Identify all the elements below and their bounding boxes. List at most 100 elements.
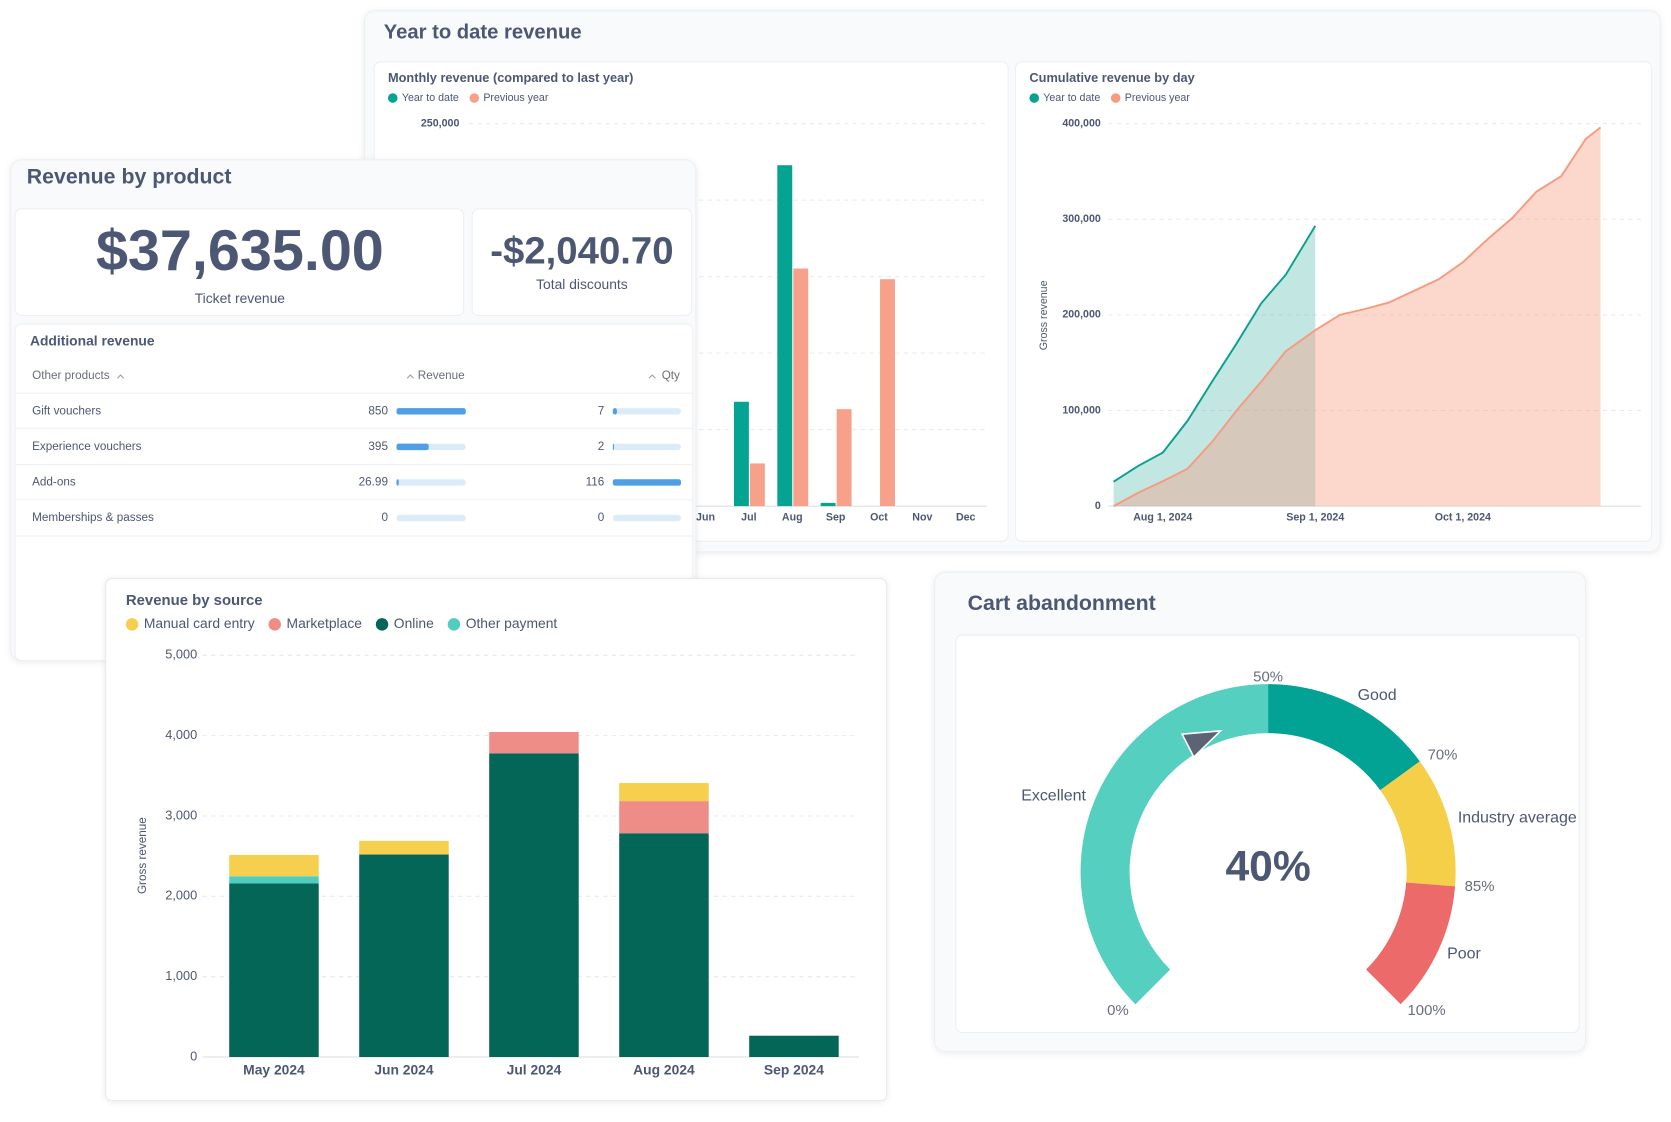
bar xyxy=(820,502,836,507)
x-tick-label: May 2024 xyxy=(243,1062,305,1078)
gauge-value: 40% xyxy=(1225,843,1310,891)
legend-swatch xyxy=(125,618,139,631)
card xyxy=(471,208,693,316)
legend-label: Year to date xyxy=(402,92,459,104)
range-label: Good xyxy=(1358,687,1397,704)
bar-track xyxy=(396,514,466,522)
range-label: Industry average xyxy=(1458,809,1577,826)
bar xyxy=(612,408,617,415)
bar-track xyxy=(612,514,681,522)
revenue-by-product-section: Revenue by product $37,635.00 Ticket rev… xyxy=(10,159,697,662)
y-tick-label: 400,000 xyxy=(1062,117,1101,129)
area xyxy=(1113,127,1601,507)
legend-swatch xyxy=(447,618,461,631)
x-tick-label: Aug 1, 2024 xyxy=(1133,512,1192,524)
legend-swatch xyxy=(375,618,389,631)
bar-segment xyxy=(749,1035,839,1058)
bar-track xyxy=(612,443,681,451)
bar xyxy=(396,479,399,486)
y-tick-label: 4,000 xyxy=(165,727,197,742)
y-tick-label: 1,000 xyxy=(165,968,197,983)
x-tick-label: Jul 2024 xyxy=(507,1062,562,1078)
chart-title: Revenue by source xyxy=(126,593,263,609)
legend-label: Online xyxy=(394,615,434,631)
bar-segment xyxy=(359,840,449,855)
legend-label: Previous year xyxy=(483,92,549,104)
row-label: Gift vouchers xyxy=(32,404,101,417)
card xyxy=(14,208,465,316)
gauge-tick-label: 0% xyxy=(1107,1003,1129,1019)
cell-value: 395 xyxy=(368,440,388,453)
cell-value: 850 xyxy=(368,404,388,417)
kpi-value: -$2,040.70 xyxy=(490,230,673,273)
cart-abandonment-section: Cart abandonment Excellent Good Industry a… xyxy=(934,571,1587,1053)
bar-segment xyxy=(229,854,319,877)
y-tick-label: 0 xyxy=(190,1048,197,1063)
legend-label: Manual card entry xyxy=(144,615,255,631)
x-tick-label: Dec xyxy=(956,512,976,524)
card xyxy=(1015,61,1653,542)
bar-segment xyxy=(489,753,579,1058)
bar xyxy=(749,463,765,507)
section-title: Revenue by product xyxy=(27,165,232,189)
bar-segment xyxy=(619,833,709,1058)
chart-title: Monthly revenue (compared to last year) xyxy=(388,70,633,85)
x-tick-label: Aug xyxy=(782,512,803,524)
bar xyxy=(777,165,793,507)
gauge-segment xyxy=(1380,761,1456,887)
bar-segment xyxy=(619,783,709,802)
gauge-tick-label: 50% xyxy=(1253,670,1283,686)
column-header[interactable]: Qty xyxy=(662,369,680,382)
gauge-segment xyxy=(1366,882,1456,1005)
bar xyxy=(612,443,614,451)
y-tick-label: 3,000 xyxy=(165,807,197,822)
x-tick-label: Sep 2024 xyxy=(764,1062,824,1078)
x-tick-label: Sep xyxy=(826,512,846,524)
bar xyxy=(793,268,809,507)
y-tick-label: 300,000 xyxy=(1062,213,1101,225)
legend-swatch xyxy=(387,93,398,103)
legend-label: Year to date xyxy=(1043,92,1100,104)
column-header[interactable]: Revenue xyxy=(418,369,465,382)
y-axis-label: Gross revenue xyxy=(1038,280,1050,350)
x-tick-label: Oct 1, 2024 xyxy=(1435,512,1491,524)
gauge-tick-label: 100% xyxy=(1407,1003,1445,1019)
bar-segment xyxy=(489,732,579,754)
range-label: Poor xyxy=(1447,945,1481,962)
section-title: Year to date revenue xyxy=(384,21,582,43)
y-tick-label: 100,000 xyxy=(1062,404,1101,416)
cell-value: 2 xyxy=(598,440,605,453)
cell-value: 0 xyxy=(381,511,388,524)
y-tick-label: 0 xyxy=(1095,500,1101,512)
gauge-tick-label: 70% xyxy=(1428,748,1458,764)
gauge-pointer xyxy=(1180,729,1223,759)
kpi-label: Ticket revenue xyxy=(195,290,286,306)
x-tick-label: Aug 2024 xyxy=(633,1062,695,1078)
line xyxy=(1113,126,1602,507)
bar xyxy=(396,443,429,451)
kpi-label: Total discounts xyxy=(536,276,628,292)
bar-segment xyxy=(229,883,319,1058)
legend-swatch xyxy=(268,618,281,631)
bar xyxy=(612,479,681,486)
legend-label: Other payment xyxy=(466,615,558,631)
gauge-tick-label: 85% xyxy=(1465,879,1495,895)
cell-value: 116 xyxy=(586,476,605,489)
line xyxy=(1113,225,1317,483)
legend-label: Marketplace xyxy=(287,615,363,631)
legend-swatch xyxy=(1029,93,1040,103)
x-tick-label: Nov xyxy=(912,512,932,524)
kpi-value: $37,635.00 xyxy=(96,219,384,283)
y-tick-label: 5,000 xyxy=(165,647,197,662)
cell-value: 26.99 xyxy=(359,476,388,489)
bar-track xyxy=(612,408,681,415)
x-tick-label: Jun xyxy=(696,512,715,524)
x-tick-label: Oct xyxy=(870,512,888,524)
sort-icon[interactable] xyxy=(116,374,656,379)
chart-title: Cumulative revenue by day xyxy=(1029,70,1195,85)
cell-value: 7 xyxy=(598,404,605,417)
chart-title: Cart abandonment xyxy=(968,591,1156,615)
legend-swatch xyxy=(469,93,480,103)
column-header[interactable]: Other products xyxy=(32,369,110,382)
